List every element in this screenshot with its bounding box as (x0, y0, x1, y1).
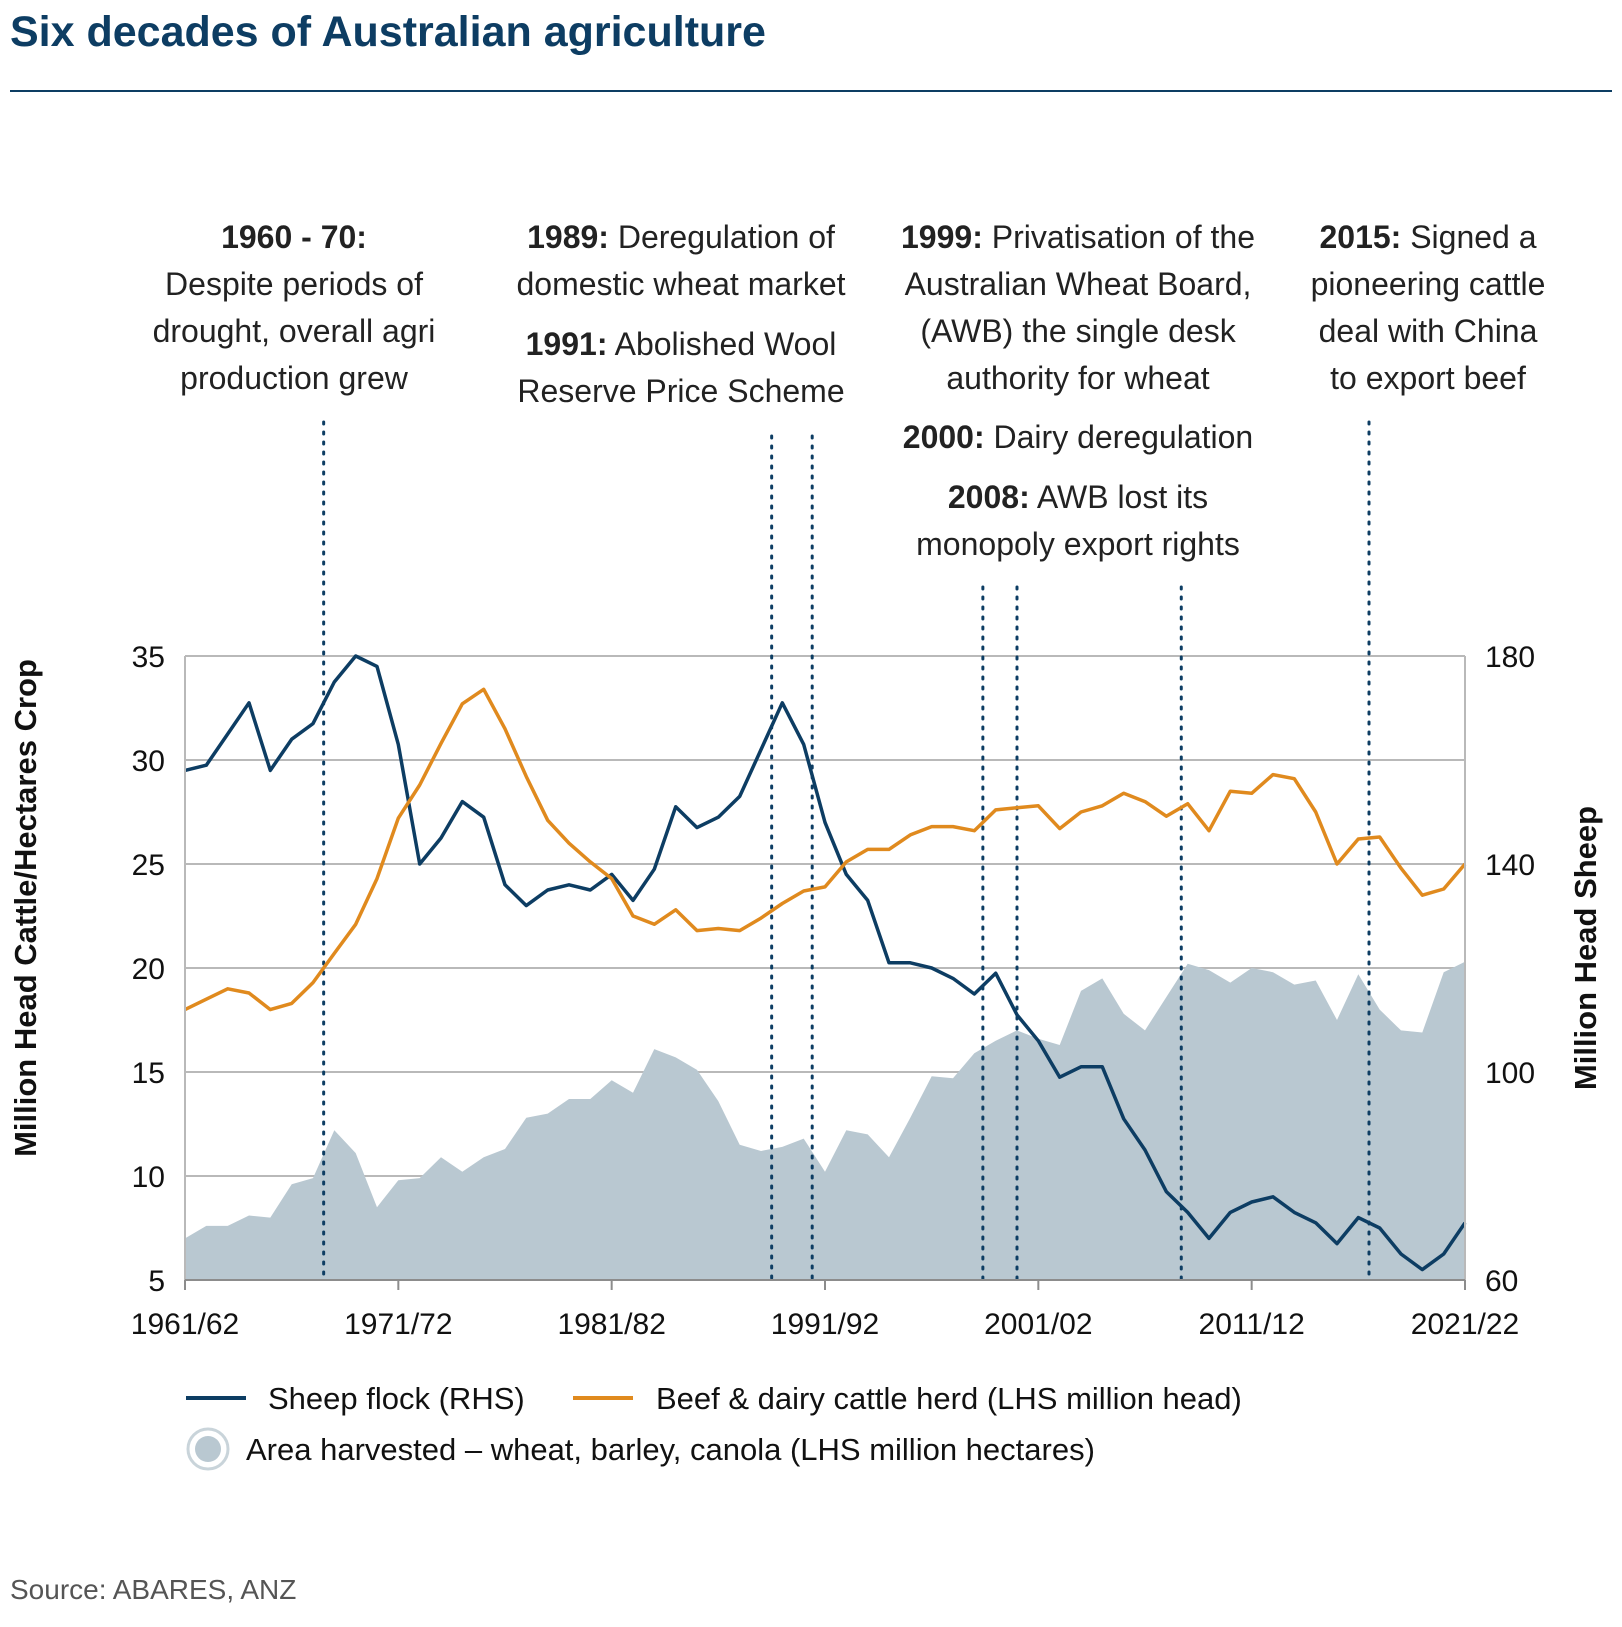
annotation-text: to export beef (1330, 360, 1526, 396)
legend-area-label: Area harvested – wheat, barley, canola (… (246, 1432, 1095, 1467)
x-tick-label: 1981/82 (557, 1308, 665, 1341)
annotation-line: 2008: AWB lost its (948, 479, 1208, 515)
title-divider (10, 90, 1612, 92)
x-tick-label: 2011/12 (1199, 1308, 1305, 1341)
annotation-line: authority for wheat (946, 360, 1209, 396)
annotation-line: 2000: Dairy deregulation (903, 419, 1253, 455)
annotation-text: authority for wheat (946, 360, 1209, 396)
annotation-line: 2015: Signed a (1319, 219, 1536, 255)
annotation-text: (AWB) the single desk (920, 313, 1236, 349)
annotation-text: Abolished Wool (607, 326, 836, 362)
annotation-line: 1960 - 70: (221, 219, 367, 255)
annotation-line: deal with China (1319, 313, 1538, 349)
y-left-tick-label: 5 (148, 1265, 165, 1298)
y-right-tick-label: 180 (1485, 641, 1535, 674)
y-axis-left-label: Million Head Cattle/Hectares Crop (8, 659, 43, 1157)
annotation-line: production grew (180, 360, 409, 396)
annotation-text: deal with China (1319, 313, 1538, 349)
y-left-tick-label: 35 (132, 641, 165, 674)
line-series (184, 654, 1467, 1272)
y-left-tick-label: 30 (132, 745, 165, 778)
source-note: Source: ABARES, ANZ (10, 1574, 297, 1605)
x-tick-label: 1991/92 (771, 1308, 879, 1341)
annotation-year: 2008: (948, 479, 1030, 515)
legend-sheep-label: Sheep flock (RHS) (268, 1381, 525, 1416)
annotation-line: to export beef (1330, 360, 1526, 396)
area-harvested-series (185, 961, 1465, 1280)
annotation-text: Australian Wheat Board, (905, 266, 1252, 302)
legend-cattle-label: Beef & dairy cattle herd (LHS million he… (656, 1381, 1242, 1416)
y-axis-right-label: Million Head Sheep (1568, 806, 1603, 1090)
annotation-text: Dairy deregulation (985, 419, 1254, 455)
annotation-year: 2015: (1319, 219, 1401, 255)
annotation-text: drought, overall agri (153, 313, 436, 349)
annotations: 1960 - 70: Despite periods of drought, ove… (153, 219, 1546, 562)
x-tick-label: 2021/22 (1411, 1308, 1519, 1341)
annotation-text: Signed a (1401, 219, 1536, 255)
annotation-year: 2000: (903, 419, 985, 455)
area-series (185, 961, 1465, 1280)
x-tick-label: 2001/02 (984, 1308, 1092, 1341)
x-tick-label: 1961/62 (131, 1308, 239, 1341)
annotation-line: (AWB) the single desk (920, 313, 1236, 349)
annotation-line: monopoly export rights (916, 526, 1240, 562)
annotation-line: Australian Wheat Board, (905, 266, 1252, 302)
annotation-line: Despite periods of (165, 266, 423, 302)
page-title: Six decades of Australian agriculture (10, 8, 766, 56)
annotation-line: drought, overall agri (153, 313, 436, 349)
legend-area-marker (195, 1436, 221, 1462)
y-right-tick-label: 140 (1485, 849, 1535, 882)
event-markers (322, 420, 1371, 1282)
annotation-text: pioneering cattle (1311, 266, 1546, 302)
annotation-year: 1991: (526, 326, 608, 362)
y-left-tick-label: 10 (132, 1161, 165, 1194)
sheep-flock-line (184, 654, 1467, 1272)
annotation-line: 1991: Abolished Wool (526, 326, 837, 362)
annotation-text: domestic wheat market (516, 266, 845, 302)
x-tick-label: 1971/72 (344, 1308, 452, 1341)
annotation-year: 1989: (527, 219, 609, 255)
axes: 1961/62 1971/72 1981/82 1991/92 2001/02 2011/… (8, 641, 1603, 1341)
annotation-text: production grew (180, 360, 409, 396)
annotation-line: pioneering cattle (1311, 266, 1546, 302)
legend: Sheep flock (RHS) Beef & dairy cattle her… (186, 1381, 1242, 1471)
annotation-text: Deregulation of (609, 219, 835, 255)
y-right-tick-label: 100 (1485, 1057, 1535, 1090)
annotation-text: Privatisation of the (983, 219, 1255, 255)
annotation-line: 1989: Deregulation of (527, 219, 835, 255)
y-left-tick-label: 20 (132, 953, 165, 986)
annotation-year: 1960 - 70: (221, 219, 367, 255)
annotation-year: 1999: (901, 219, 983, 255)
y-left-tick-label: 15 (132, 1057, 165, 1090)
annotation-text: AWB lost its (1030, 479, 1208, 515)
annotation-line: Reserve Price Scheme (517, 373, 844, 409)
annotation-text: Reserve Price Scheme (517, 373, 844, 409)
annotation-line: 1999: Privatisation of the (901, 219, 1255, 255)
cattle-herd-line (184, 687, 1467, 1012)
y-left-tick-label: 25 (132, 849, 165, 882)
y-right-tick-label: 60 (1485, 1265, 1518, 1298)
annotation-text: monopoly export rights (916, 526, 1240, 562)
annotation-text: Despite periods of (165, 266, 423, 302)
annotation-line: domestic wheat market (516, 266, 845, 302)
